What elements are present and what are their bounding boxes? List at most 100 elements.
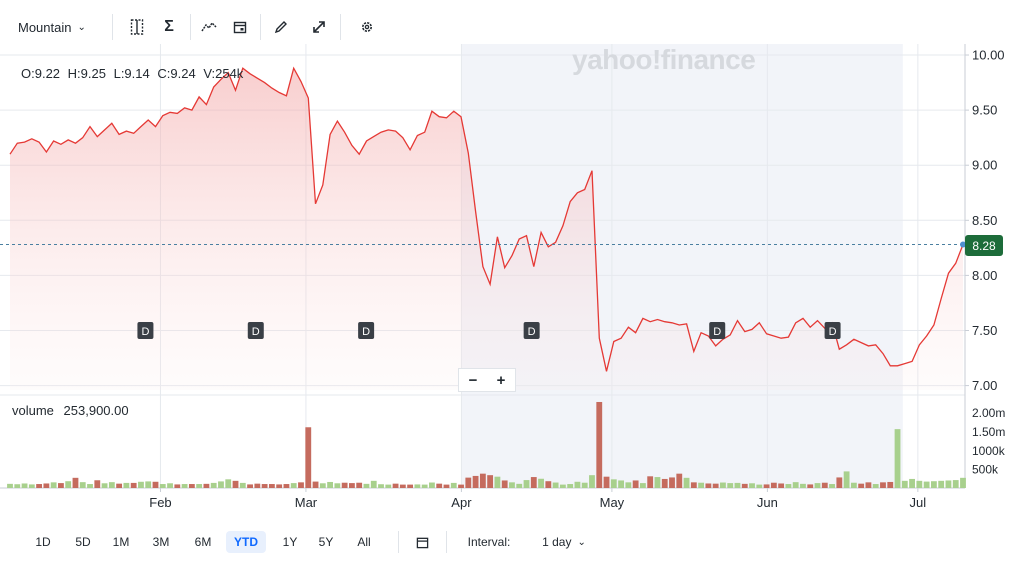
volume-bar (596, 401, 603, 488)
volume-bar (676, 473, 683, 488)
volume-bar (850, 482, 857, 488)
zoom-in-button[interactable]: + (496, 371, 506, 389)
x-tick-label: Mar (295, 495, 318, 510)
compare-icon[interactable] (126, 14, 148, 40)
dividend-marker[interactable]: D (137, 322, 154, 339)
volume-bar (123, 482, 130, 488)
volume-bar (741, 483, 748, 488)
volume-bar (909, 478, 915, 488)
chart-type-dropdown[interactable]: Mountain ⌄ (18, 14, 106, 40)
volume-bar (712, 483, 719, 488)
volume-bar (130, 482, 137, 488)
calendar-icon[interactable] (410, 531, 434, 553)
settings-icon[interactable] (356, 14, 378, 40)
interval-value: 1 day (542, 535, 572, 549)
chevron-down-icon: ⌄ (77, 21, 86, 33)
dividend-marker[interactable]: D (709, 322, 726, 339)
volume-bar (618, 480, 624, 488)
dividend-marker[interactable]: D (358, 322, 375, 339)
interval-label: Interval: (467, 535, 511, 549)
volume-bar (196, 484, 203, 488)
volume-bar (305, 427, 312, 488)
volume-bar (7, 483, 13, 488)
zoom-out-button[interactable]: − (468, 371, 478, 389)
volume-bar (509, 482, 515, 488)
volume-bar (399, 484, 406, 488)
dividend-marker[interactable]: D (523, 322, 540, 339)
volume-bar (414, 484, 421, 488)
volume-bar (632, 480, 639, 488)
y-tick-label: 7.00 (972, 378, 997, 393)
current-price-tag: 8.28 (965, 235, 1003, 256)
volume-bar (698, 482, 705, 488)
volume-bar (203, 483, 210, 488)
range-all[interactable]: All (357, 535, 371, 549)
dividend-marker[interactable]: D (824, 322, 841, 339)
volume-bar (916, 480, 923, 488)
volume-bar (807, 484, 814, 488)
events-calendar-icon[interactable] (229, 14, 251, 40)
volume-bar (887, 481, 894, 488)
fullscreen-icon[interactable] (308, 14, 330, 40)
volume-bar (138, 481, 144, 488)
volume-bar (661, 478, 668, 488)
volume-bar (58, 483, 64, 488)
range-1m[interactable]: 1M (112, 535, 130, 549)
range-5y[interactable]: 5Y (318, 535, 334, 549)
volume-bar (298, 482, 304, 488)
indicators-icon[interactable]: Σ (164, 18, 174, 35)
volume-bar (770, 482, 777, 488)
volume-bar (443, 484, 450, 488)
volume-readout: volume 253,900.00 (12, 403, 129, 418)
volume-bar (654, 477, 661, 488)
volume-bar (829, 484, 835, 488)
volume-bar (545, 481, 552, 488)
volume-bar (894, 429, 901, 488)
volume-bar (421, 484, 428, 488)
chart-type-label: Mountain (18, 19, 72, 35)
chart-toolbar: Mountain ⌄ Σ (0, 0, 1024, 54)
volume-bar (683, 477, 690, 488)
y-tick-label: 7.50 (972, 323, 997, 338)
x-tick-label: Feb (149, 495, 171, 510)
dividend-marker[interactable]: D (247, 322, 264, 339)
volume-bar (429, 482, 435, 488)
volume-label: volume (12, 403, 54, 418)
volume-bar (407, 484, 414, 488)
interval-dropdown[interactable]: 1 day ⌄ (534, 531, 594, 553)
volume-bar (952, 480, 959, 488)
dividend-marker-label: D (141, 326, 149, 338)
volume-bar (792, 482, 799, 488)
volume-bar (210, 482, 217, 488)
volume-bar (479, 473, 486, 488)
volume-bar (720, 482, 726, 488)
range-1d[interactable]: 1D (35, 535, 51, 549)
range-5d[interactable]: 5D (75, 535, 91, 549)
volume-bar (494, 476, 501, 488)
range-ytd[interactable]: YTD (226, 531, 266, 553)
volume-bar (639, 483, 646, 488)
chevron-down-icon: ⌄ (577, 536, 586, 548)
volume-bar (378, 484, 384, 488)
draw-pencil-icon[interactable] (270, 14, 292, 40)
dividend-marker-label: D (362, 326, 370, 338)
volume-bar (87, 484, 93, 488)
volume-bar (36, 484, 43, 488)
current-price-dot (960, 241, 966, 248)
volume-bar (705, 483, 712, 488)
range-6m[interactable]: 6M (194, 535, 212, 549)
volume-bar (174, 484, 181, 488)
volume-bar (501, 480, 508, 488)
volume-bar (530, 477, 537, 488)
volume-bar (312, 481, 319, 488)
volume-bar (865, 482, 872, 488)
line-tools-icon[interactable] (198, 14, 220, 40)
range-1y[interactable]: 1Y (282, 535, 298, 549)
high-value: H:9.25 (67, 66, 106, 81)
volume-bar (268, 484, 275, 488)
volume-bar (436, 483, 443, 488)
volume-bar (880, 482, 886, 488)
range-3m[interactable]: 3M (152, 535, 170, 549)
